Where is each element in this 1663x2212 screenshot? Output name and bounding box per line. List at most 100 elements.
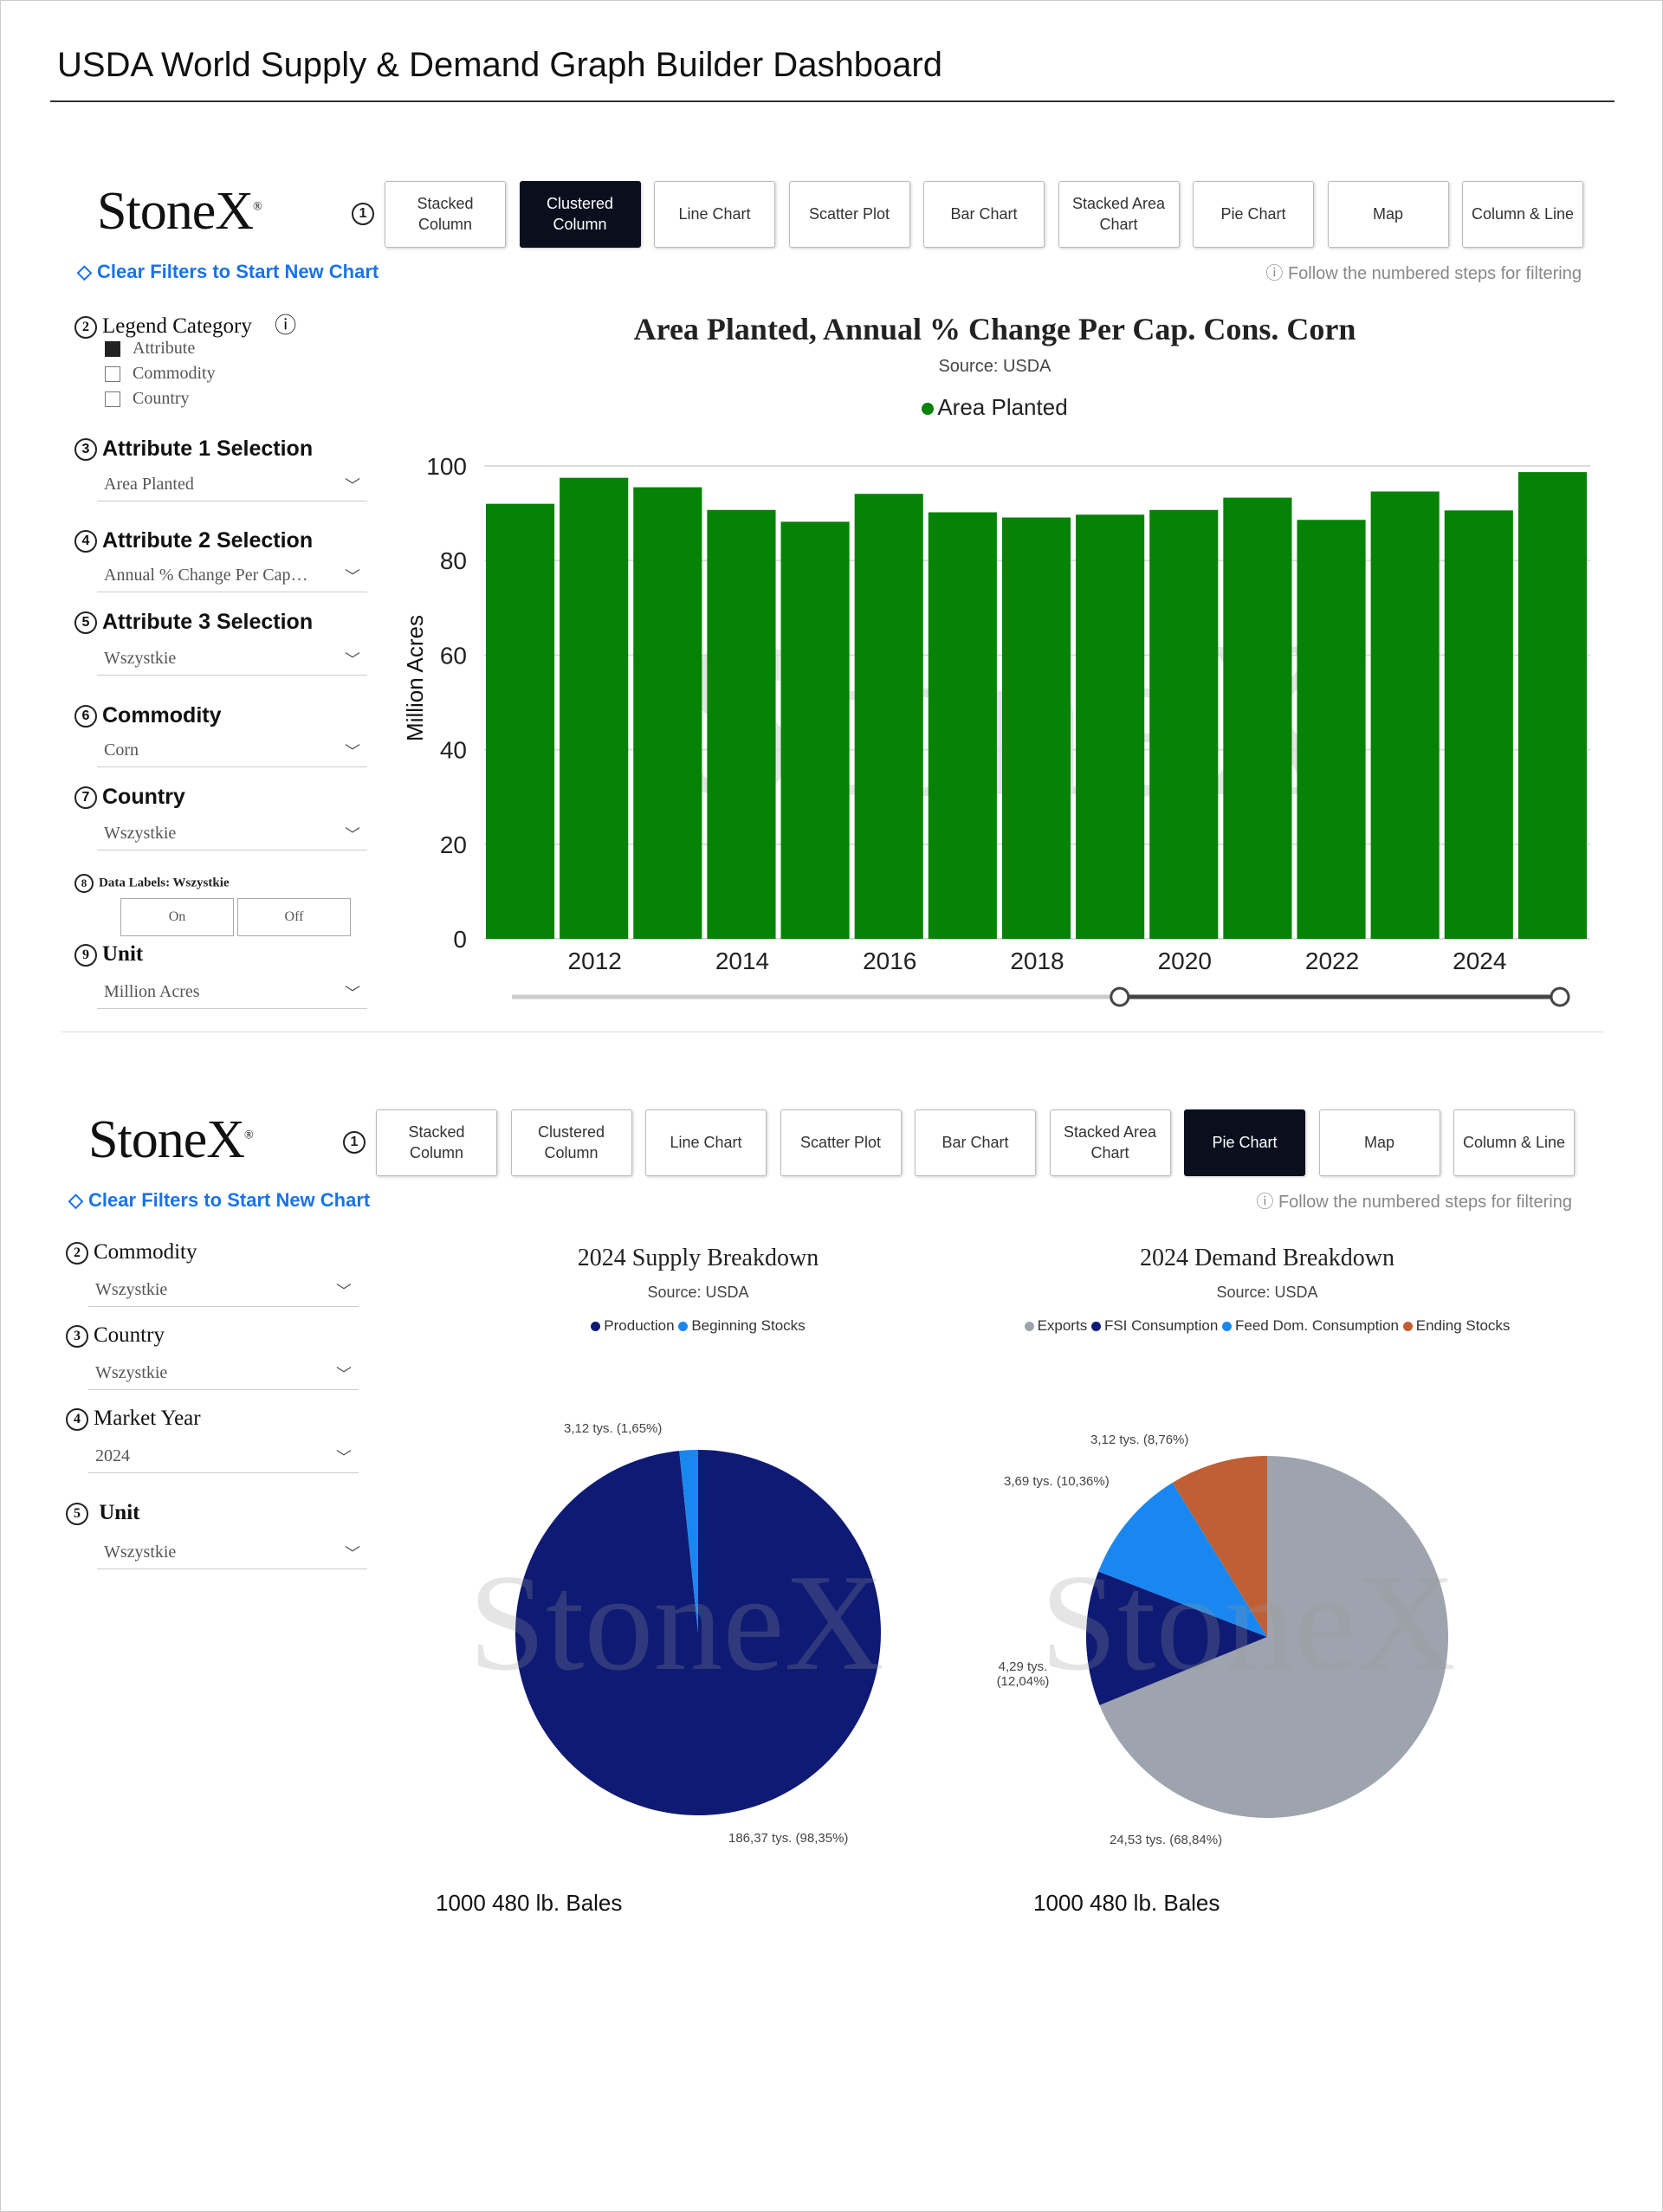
unit-dropdown[interactable]: Wszystkie ﹀ — [97, 1538, 367, 1569]
chart-type-button[interactable]: Stacked Column — [376, 1109, 497, 1176]
legend-label[interactable]: Area Planted — [937, 394, 1068, 420]
commodity-dropdown[interactable]: Corn ﹀ — [97, 736, 367, 767]
chart-type-button[interactable]: Map — [1318, 1109, 1440, 1176]
legend-option-commodity[interactable]: Commodity — [105, 364, 216, 384]
bar-2017[interactable] — [928, 512, 997, 939]
legend-label[interactable]: FSI Consumption — [1103, 1317, 1219, 1334]
chart-type-button[interactable]: Scatter Plot — [788, 181, 910, 248]
bar-2023[interactable] — [1370, 491, 1440, 939]
label-text: Unit — [102, 942, 144, 966]
attr3-dropdown[interactable]: Wszystkie ﹀ — [97, 644, 367, 676]
attr2-label: 4 Attribute 2 Selection — [74, 528, 313, 553]
dropdown-value: 2024 — [95, 1446, 130, 1465]
legend-option-country[interactable]: Country — [105, 389, 190, 409]
chart-type-button[interactable]: Scatter Plot — [780, 1109, 902, 1176]
info-icon: ⓘ — [275, 314, 297, 338]
bar-2024[interactable] — [1444, 510, 1513, 939]
legend-dot — [922, 403, 935, 416]
chart-type-button[interactable]: Stacked Column — [385, 181, 506, 248]
chart-type-button[interactable]: Pie Chart — [1184, 1109, 1305, 1176]
pie-slice-ending-stocks[interactable] — [1172, 1456, 1267, 1637]
market-year-dropdown[interactable]: 2024 ﹀ — [88, 1442, 359, 1473]
chart-type-button[interactable]: Column & Line — [1462, 181, 1583, 248]
label-text: Commodity — [94, 1240, 197, 1264]
stonex-logo: StoneX® — [97, 182, 262, 241]
checkbox[interactable] — [105, 340, 120, 357]
checkbox[interactable] — [105, 391, 120, 407]
bar-2015[interactable] — [780, 521, 850, 939]
chart-type-button[interactable]: Bar Chart — [923, 181, 1045, 248]
demand-pie-source: Source: USDA — [1216, 1284, 1318, 1301]
attr2-dropdown[interactable]: Annual % Change Per Cap… ﹀ — [97, 561, 367, 592]
legend-dot — [1222, 1322, 1233, 1332]
clear-filters-label: Clear Filters to Start New Chart — [88, 1189, 371, 1211]
bar-2016[interactable] — [854, 494, 923, 939]
chevron-down-icon: ﹀ — [345, 743, 360, 760]
chart-type-button[interactable]: Clustered Column — [510, 1109, 632, 1176]
demand-label-exports: 24,53 tys. (68,84%) — [1110, 1833, 1223, 1847]
clear-filters-link[interactable]: ◇ Clear Filters to Start New Chart — [68, 1189, 370, 1212]
range-slider-handle[interactable] — [1550, 986, 1570, 1007]
stonex-watermark: StoneX — [1040, 1545, 1456, 1699]
pie-slice-exports[interactable] — [1099, 1456, 1448, 1818]
bar-2021[interactable] — [1223, 497, 1292, 939]
bar-chart-title: Area Planted, Annual % Change Per Cap. C… — [633, 312, 1356, 346]
y-tick-label: 0 — [453, 926, 467, 953]
commodity-dropdown[interactable]: Wszystkie ﹀ — [88, 1276, 359, 1307]
supply-label-beginning-stocks: 3,12 tys. (1,65%) — [564, 1421, 663, 1436]
chart-type-button[interactable]: Line Chart — [654, 181, 775, 248]
attr1-dropdown[interactable]: Area Planted ﹀ — [97, 470, 367, 501]
bar-chart-source: Source: USDA — [938, 357, 1052, 376]
chevron-down-icon: ﹀ — [345, 1545, 360, 1562]
legend-label[interactable]: Production — [604, 1317, 675, 1334]
chart-type-button[interactable]: Pie Chart — [1193, 181, 1314, 248]
country-dropdown[interactable]: Wszystkie ﹀ — [88, 1359, 359, 1390]
bar-2022[interactable] — [1297, 520, 1366, 939]
bar-2018[interactable] — [1001, 517, 1071, 939]
label-text: Attribute 1 Selection — [102, 437, 314, 461]
x-tick-label: 2022 — [1305, 948, 1359, 974]
legend-label[interactable]: Ending Stocks — [1415, 1317, 1511, 1334]
chart-type-button[interactable]: Stacked Area Chart — [1049, 1109, 1171, 1176]
pie-slice-feed-dom-consumption[interactable] — [1098, 1482, 1267, 1637]
chart-type-button[interactable]: Clustered Column — [519, 181, 641, 248]
y-tick-label: 60 — [440, 642, 467, 669]
bar-2012[interactable] — [560, 477, 629, 939]
chart-type-button[interactable]: Column & Line — [1453, 1109, 1575, 1176]
chart-type-button[interactable]: Line Chart — [645, 1109, 767, 1176]
bar-2025[interactable] — [1517, 472, 1587, 939]
country-dropdown[interactable]: Wszystkie ﹀ — [97, 819, 367, 851]
data-labels-off-button[interactable]: Off — [237, 898, 351, 936]
demand-label-ending-stocks: 3,12 tys. (8,76%) — [1090, 1433, 1189, 1447]
clear-filters-label: Clear Filters to Start New Chart — [97, 261, 379, 282]
bar-2013[interactable] — [633, 487, 702, 939]
follow-steps-hint: ⓘ Follow the numbered steps for filterin… — [1265, 259, 1582, 284]
legend-label[interactable]: Feed Dom. Consumption — [1235, 1317, 1399, 1334]
unit-label: 9 Unit — [74, 942, 143, 967]
supply-pie-source: Source: USDA — [647, 1284, 749, 1301]
range-slider-handle[interactable] — [1110, 986, 1130, 1007]
legend-label[interactable]: Exports — [1037, 1317, 1088, 1334]
clear-filters-link[interactable]: ◇ Clear Filters to Start New Chart — [77, 261, 379, 283]
pie-slice-production[interactable] — [515, 1450, 882, 1815]
data-labels-on-button[interactable]: On — [120, 898, 234, 936]
unit-dropdown[interactable]: Million Acres ﹀ — [97, 978, 367, 1009]
bar-2014[interactable] — [707, 509, 776, 939]
chart-type-button[interactable]: Bar Chart — [915, 1109, 1036, 1176]
bar-2011[interactable] — [486, 503, 555, 939]
label-text: Country — [102, 785, 185, 809]
chart-type-button[interactable]: Stacked Area Chart — [1058, 181, 1180, 248]
chevron-down-icon: ﹀ — [345, 568, 360, 585]
dropdown-value: Area Planted — [104, 475, 194, 494]
bar-2020[interactable] — [1149, 509, 1219, 939]
legend-label[interactable]: Beginning Stocks — [691, 1317, 806, 1334]
chart-type-button[interactable]: Map — [1327, 181, 1449, 248]
legend-option-attribute[interactable]: Attribute — [105, 339, 195, 359]
chevron-down-icon: ﹀ — [336, 1449, 352, 1466]
page-title: USDA World Supply & Demand Graph Builder… — [57, 46, 942, 84]
pie-slice-beginning-stocks[interactable] — [679, 1450, 698, 1633]
checkbox[interactable] — [105, 365, 120, 382]
bar-2019[interactable] — [1076, 514, 1145, 939]
data-labels-label: 8 Data Labels: Wszystkie — [74, 874, 230, 893]
pie-slice-fsi-consumption[interactable] — [1086, 1571, 1267, 1705]
